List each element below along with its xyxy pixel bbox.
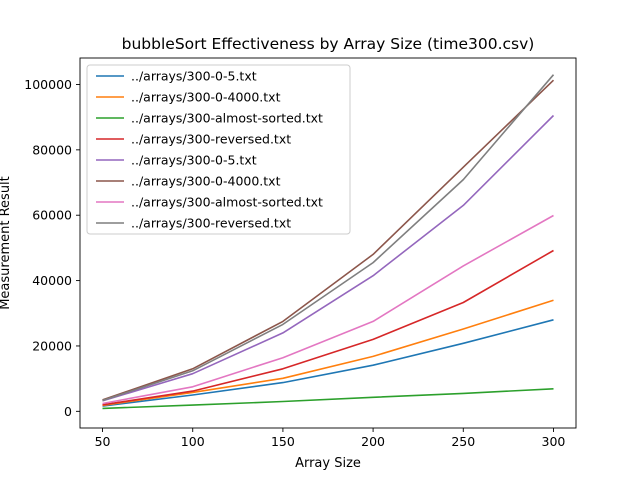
y-tick-label: 0 (64, 404, 72, 419)
y-tick-label: 60000 (32, 208, 72, 223)
series-line-5 (102, 114, 555, 402)
y-tick-label: 40000 (32, 273, 72, 288)
chart-title: bubbleSort Effectiveness by Array Size (… (122, 35, 535, 53)
legend-label: ../arrays/300-0-5.txt (131, 153, 257, 168)
series-line-6 (102, 79, 555, 401)
x-axis: 50 100 150 200 250 300 (95, 428, 566, 449)
series-line-8 (102, 74, 555, 402)
x-tick-label: 300 (542, 434, 566, 449)
series-line-2 (102, 299, 554, 407)
legend-label: ../arrays/300-0-5.txt (131, 69, 257, 84)
y-tick-label: 80000 (32, 142, 72, 157)
plot-frame (79, 57, 577, 429)
legend: ../arrays/300-0-5.txt ../arrays/300-0-400… (86, 64, 351, 235)
x-tick-label: 150 (271, 434, 295, 449)
x-axis-title: Array Size (295, 456, 361, 471)
y-tick-label: 20000 (32, 338, 72, 353)
legend-box (86, 64, 351, 235)
x-tick-label: 100 (181, 434, 205, 449)
legend-label: ../arrays/300-almost-sorted.txt (131, 111, 323, 126)
y-axis-title: Measurement Result (0, 176, 13, 310)
x-tick-label: 50 (95, 434, 111, 449)
legend-label: ../arrays/300-0-4000.txt (131, 90, 281, 105)
y-axis: 0 20000 40000 60000 80000 100000 (24, 77, 80, 419)
legend-label: ../arrays/300-reversed.txt (131, 216, 291, 231)
series-line-4 (102, 249, 554, 406)
x-tick-label: 200 (361, 434, 385, 449)
legend-label: ../arrays/300-0-4000.txt (131, 174, 281, 189)
legend-label: ../arrays/300-almost-sorted.txt (131, 195, 323, 210)
x-tick-label: 250 (451, 434, 475, 449)
series-line-1 (102, 319, 554, 407)
y-tick-label: 100000 (24, 77, 72, 92)
legend-label: ../arrays/300-reversed.txt (131, 132, 291, 147)
series-layer (102, 74, 555, 410)
series-line-7 (102, 214, 554, 405)
series-line-3 (102, 388, 554, 410)
